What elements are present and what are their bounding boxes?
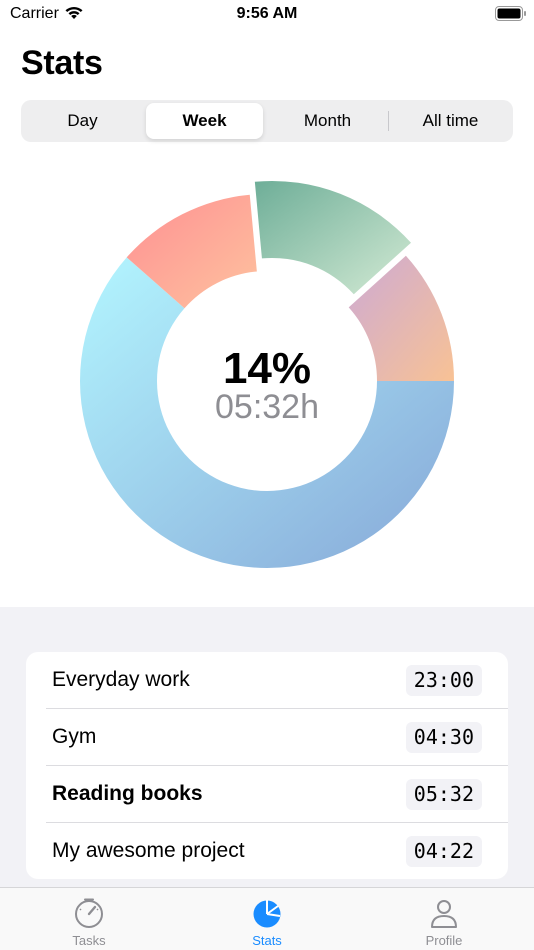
row-divider <box>46 708 508 709</box>
donut-slice-gym[interactable] <box>126 194 257 309</box>
pie-chart-icon <box>253 900 281 928</box>
tab-profile[interactable]: Profile <box>384 888 504 950</box>
tab-stats[interactable]: Stats <box>207 888 327 950</box>
task-name: Everyday work <box>52 668 190 691</box>
carrier-label: Carrier <box>10 5 59 22</box>
page-title: Stats <box>21 44 103 82</box>
task-row-reading-books[interactable]: Reading books 05:32 <box>26 766 508 823</box>
task-list: Everyday work 23:00 Gym 04:30 Reading bo… <box>26 652 508 879</box>
task-row-my-awesome-project[interactable]: My awesome project 04:22 <box>26 823 508 879</box>
segment-week[interactable]: Week <box>146 103 263 139</box>
donut-slice-my-awesome-project[interactable] <box>348 255 454 381</box>
donut-slice-everyday-work[interactable] <box>80 257 455 568</box>
tab-bar: Tasks Stats Profile <box>0 887 534 950</box>
segment-month[interactable]: Month <box>303 111 352 130</box>
battery-icon <box>495 6 526 21</box>
person-icon <box>431 900 457 928</box>
task-time: 23:00 <box>405 665 482 696</box>
status-bar: Carrier 9:56 AM <box>0 0 534 30</box>
tab-tasks-label: Tasks <box>72 933 106 948</box>
task-time: 04:30 <box>405 722 482 753</box>
stats-donut-chart <box>80 180 455 568</box>
task-time: 05:32 <box>405 779 482 810</box>
task-name: Gym <box>52 725 97 748</box>
wifi-icon <box>65 6 83 19</box>
task-name: My awesome project <box>52 839 245 862</box>
chart-center-percent: 14% <box>222 344 312 393</box>
segment-day[interactable]: Day <box>67 111 98 130</box>
segment-all-time[interactable]: All time <box>422 111 479 130</box>
task-time: 04:22 <box>405 836 482 867</box>
task-name: Reading books <box>52 782 203 805</box>
tab-stats-label: Stats <box>252 933 282 948</box>
tab-tasks[interactable]: Tasks <box>29 888 149 950</box>
status-time: 9:56 AM <box>236 5 298 22</box>
tab-profile-label: Profile <box>425 933 463 948</box>
task-row-everyday-work[interactable]: Everyday work 23:00 <box>26 652 508 709</box>
row-divider <box>46 822 508 823</box>
chart-center-time: 05:32h <box>215 388 319 426</box>
task-row-gym[interactable]: Gym 04:30 <box>26 709 508 766</box>
stopwatch-icon <box>75 898 103 928</box>
segment-divider <box>388 111 389 131</box>
donut-slice-reading-books[interactable] <box>254 180 411 295</box>
period-segmented-control: Day Week Month All time <box>21 100 513 142</box>
row-divider <box>46 765 508 766</box>
